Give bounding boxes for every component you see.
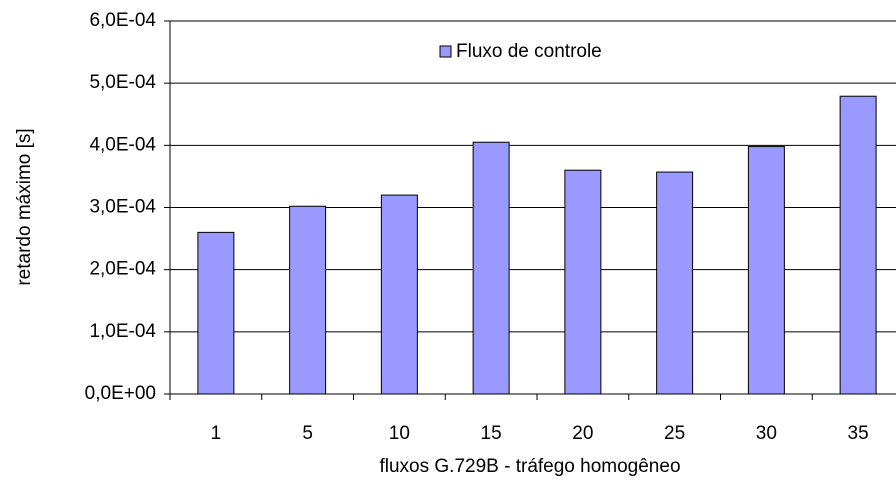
- bar: [747, 146, 785, 395]
- y-tick-label: 2,0E-04: [89, 259, 156, 280]
- bar: [839, 95, 877, 395]
- legend-label: Fluxo de controle: [456, 41, 602, 62]
- bar: [656, 171, 694, 395]
- y-axis-label: retardo máximo [s]: [14, 128, 35, 285]
- x-tick-label: 25: [664, 423, 685, 444]
- legend-swatch: [439, 45, 452, 58]
- x-tick-label: 20: [572, 423, 593, 444]
- y-tick-label: 6,0E-04: [89, 10, 156, 31]
- y-tick-label: 4,0E-04: [89, 134, 156, 155]
- bar: [289, 205, 327, 395]
- x-tick-label: 35: [848, 423, 869, 444]
- x-tick-label: 5: [302, 423, 313, 444]
- bar: [380, 194, 418, 395]
- x-axis-label: fluxos G.729B - tráfego homogêneo: [379, 456, 680, 477]
- y-tick-label: 0,0E+00: [85, 383, 156, 404]
- y-tick-label: 5,0E-04: [89, 72, 156, 93]
- x-tick-label: 10: [389, 423, 410, 444]
- bar: [472, 141, 510, 395]
- x-tick-label: 15: [481, 423, 502, 444]
- x-tick-label: 1: [211, 423, 222, 444]
- y-tick-label: 3,0E-04: [89, 197, 156, 218]
- x-tick-label: 30: [756, 423, 777, 444]
- y-tick-label: 1,0E-04: [89, 321, 156, 342]
- bar: [564, 169, 602, 395]
- bar: [197, 231, 235, 395]
